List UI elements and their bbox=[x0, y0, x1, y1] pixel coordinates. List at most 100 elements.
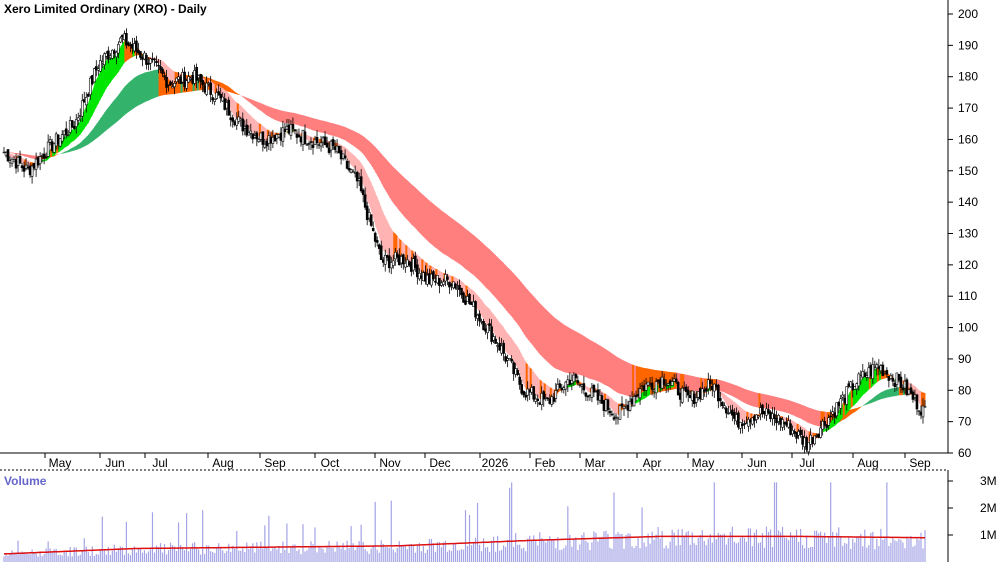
time-tick-label: Jun bbox=[105, 456, 124, 470]
candle-body bbox=[727, 412, 730, 415]
long-term-band-segment bbox=[331, 122, 334, 136]
short-term-band-segment bbox=[381, 207, 384, 251]
candle-body bbox=[715, 384, 718, 388]
long-term-band-segment bbox=[94, 123, 97, 140]
candle-body bbox=[799, 429, 802, 435]
price-tick-label: 90 bbox=[958, 352, 972, 366]
short-term-band-segment bbox=[64, 136, 67, 148]
long-term-band-segment bbox=[593, 342, 597, 381]
long-term-band-segment bbox=[852, 408, 856, 414]
candle-body bbox=[414, 255, 417, 268]
long-term-band-segment bbox=[628, 362, 631, 397]
candle-body bbox=[767, 409, 770, 414]
long-term-band-segment bbox=[138, 74, 141, 106]
candle-body bbox=[674, 378, 678, 383]
long-term-band-segment bbox=[226, 85, 230, 92]
candle-body bbox=[731, 409, 734, 416]
long-term-band-segment bbox=[417, 189, 420, 233]
long-term-band-segment bbox=[156, 69, 160, 98]
candle-body bbox=[24, 164, 28, 169]
short-term-band-segment bbox=[481, 299, 485, 321]
price-tick-label: 180 bbox=[958, 70, 978, 84]
price-tick-label: 120 bbox=[958, 258, 978, 272]
long-term-band-segment bbox=[686, 374, 689, 390]
long-term-band-segment bbox=[792, 401, 796, 416]
long-term-band-segment bbox=[387, 160, 390, 198]
candle-body bbox=[638, 388, 642, 399]
candle-body bbox=[725, 408, 728, 414]
long-term-band-segment bbox=[557, 320, 561, 371]
candle-body bbox=[213, 99, 216, 102]
candle-body bbox=[680, 387, 684, 403]
long-term-band-segment bbox=[88, 132, 91, 145]
long-term-band-segment bbox=[738, 386, 741, 401]
short-term-band-segment bbox=[345, 147, 348, 160]
candle-body bbox=[281, 127, 285, 142]
candle-body bbox=[275, 134, 279, 139]
candle-body bbox=[177, 76, 180, 80]
candle-body bbox=[841, 394, 845, 398]
short-term-band-segment bbox=[515, 344, 519, 369]
long-term-band-segment bbox=[72, 146, 75, 152]
long-term-band-segment bbox=[150, 70, 153, 100]
candle-body bbox=[496, 345, 499, 347]
candle-body bbox=[729, 412, 732, 414]
candle-body bbox=[554, 390, 558, 399]
short-term-band-segment bbox=[112, 55, 115, 80]
long-term-band-segment bbox=[246, 97, 250, 103]
long-term-band-segment bbox=[302, 115, 306, 128]
long-term-band-segment bbox=[449, 216, 452, 260]
candle-body bbox=[60, 134, 64, 142]
long-term-band-segment bbox=[862, 403, 866, 406]
long-term-band-segment bbox=[451, 218, 454, 261]
candle-body bbox=[532, 386, 536, 400]
candle-body bbox=[121, 34, 124, 38]
long-term-band-segment bbox=[114, 97, 117, 124]
short-term-band-segment bbox=[505, 330, 509, 355]
long-term-band-segment bbox=[876, 393, 880, 401]
long-term-band-segment bbox=[579, 333, 583, 376]
long-term-band-segment bbox=[100, 115, 103, 136]
candle-body bbox=[205, 82, 208, 95]
candle-body bbox=[893, 382, 897, 387]
candle-body bbox=[97, 68, 100, 71]
long-term-band-segment bbox=[848, 409, 852, 416]
candle-body bbox=[301, 129, 305, 145]
candle-body bbox=[869, 364, 873, 377]
candle-body bbox=[30, 165, 34, 177]
long-term-band-segment bbox=[375, 147, 378, 176]
short-term-band-segment bbox=[379, 202, 382, 245]
candle-body bbox=[470, 301, 473, 306]
long-term-band-segment bbox=[26, 154, 29, 158]
long-term-band-segment bbox=[310, 117, 314, 131]
candle-body bbox=[165, 76, 168, 88]
long-term-band-segment bbox=[453, 219, 456, 262]
candle-body bbox=[833, 412, 837, 418]
candle-body bbox=[757, 415, 760, 418]
candle-body bbox=[155, 60, 158, 63]
long-term-band-segment bbox=[503, 263, 507, 310]
short-term-band-segment bbox=[86, 102, 89, 126]
candle-body bbox=[373, 232, 377, 242]
long-term-band-segment bbox=[411, 184, 414, 227]
candle-body bbox=[297, 134, 301, 138]
short-term-band-segment bbox=[513, 341, 517, 365]
candle-body bbox=[271, 137, 275, 144]
short-term-band-segment bbox=[493, 314, 497, 337]
long-term-band-segment bbox=[104, 109, 107, 132]
candle-body bbox=[462, 292, 465, 303]
candle-body bbox=[909, 387, 913, 394]
candle-body bbox=[181, 72, 184, 83]
candle-body bbox=[381, 259, 385, 263]
candle-body bbox=[594, 390, 598, 393]
long-term-band-segment bbox=[692, 375, 695, 391]
price-tick-label: 160 bbox=[958, 132, 978, 146]
candle-body bbox=[377, 244, 381, 249]
candle-body bbox=[560, 387, 564, 391]
candle-body bbox=[173, 82, 176, 88]
candle-body bbox=[357, 178, 361, 181]
candle-body bbox=[287, 124, 291, 134]
long-term-band-segment bbox=[357, 132, 360, 151]
candle-body bbox=[44, 156, 48, 159]
candle-body bbox=[197, 75, 200, 79]
